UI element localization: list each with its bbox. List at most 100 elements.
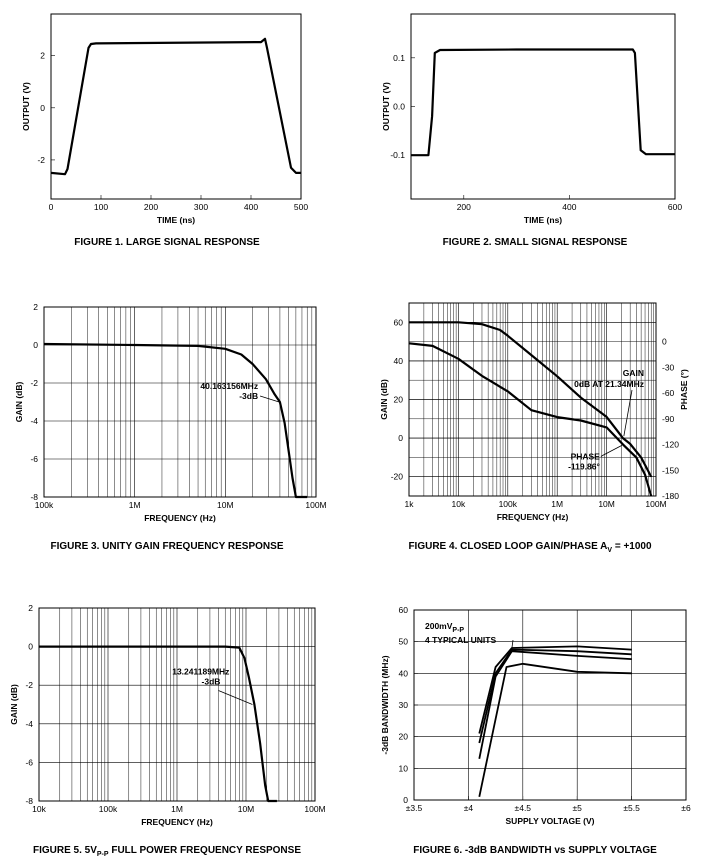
annotation-gain-leader <box>623 389 633 437</box>
figure-caption: FIGURE 2. SMALL SIGNAL RESPONSE <box>443 237 628 248</box>
x-axis-title: SUPPLY VOLTAGE (V) <box>506 816 595 826</box>
fig6-series-unit-3 <box>478 650 632 759</box>
y-axis-title: OUTPUT (V) <box>21 82 31 131</box>
x-tick-label: 600 <box>668 202 682 212</box>
annotation-frequency: 13.241189MHz <box>172 667 229 677</box>
fig6-chart: ±3.5 ±4 ±4.5 ±5 ±5.5 ±6 0 10 20 30 40 50 60 SUPPLY VO… <box>380 605 691 856</box>
x-tick-label: ±5 <box>572 803 582 813</box>
y-right-tick-label: -90 <box>662 414 675 424</box>
y-axis-title: GAIN (dB) <box>379 379 389 420</box>
fig5-series-gain <box>39 645 277 803</box>
y-tick-label: 40 <box>394 356 404 366</box>
legend-signal-level: 200mVP-P <box>425 621 464 634</box>
y-tick-label: 50 <box>399 637 409 647</box>
x-tick-label: 10M <box>238 804 255 814</box>
x-tick-label: 400 <box>244 202 258 212</box>
fig3-series-gain <box>43 342 308 499</box>
annotation-gain-value: 0dB AT 21.34MHz <box>574 379 644 389</box>
x-tick-label: 0 <box>49 202 54 212</box>
y-tick-label: -0.1 <box>390 150 405 160</box>
annotation-gain-label: GAIN <box>623 368 644 378</box>
y-tick-label: 40 <box>399 668 409 678</box>
x-tick-label: 100k <box>35 500 54 510</box>
x-tick-label: 10k <box>32 804 46 814</box>
figure-caption: FIGURE 5. 5VP-P FULL POWER FREQUENCY RES… <box>33 845 301 858</box>
y-right-tick-label: -180 <box>662 491 679 501</box>
fig4-chart: 1k 10k 100k 1M 10M 100M 60 40 20 0 -20 0 -30 -60 -90 -1… <box>379 302 689 554</box>
x-tick-label: 1M <box>551 499 563 509</box>
y-tick-label: -4 <box>30 416 38 426</box>
y-right-tick-label: -60 <box>662 388 675 398</box>
x-tick-label: ±3.5 <box>406 803 423 813</box>
x-axis-title: FREQUENCY (Hz) <box>141 817 213 827</box>
x-axis-title: FREQUENCY (Hz) <box>144 513 216 523</box>
x-tick-label: 100 <box>94 202 108 212</box>
fig4-frame <box>408 302 657 497</box>
y-tick-label: 2 <box>28 603 33 613</box>
y-tick-label: 0 <box>398 433 403 443</box>
y-tick-label: -2 <box>30 378 38 388</box>
y-tick-label: -6 <box>25 757 33 767</box>
figure-caption: FIGURE 1. LARGE SIGNAL RESPONSE <box>74 237 260 248</box>
y-tick-label: -2 <box>25 680 33 690</box>
fig2-frame <box>410 13 676 200</box>
fig3-frame <box>43 306 317 498</box>
x-tick-label: 400 <box>562 202 576 212</box>
annotation-phase-leader <box>600 445 623 457</box>
y-tick-label: -2 <box>37 155 45 165</box>
x-tick-label: ±4.5 <box>515 803 532 813</box>
annotation-phase-label: PHASE <box>571 451 601 461</box>
y-right-tick-label: 0 <box>662 337 667 347</box>
y-right-tick-label: -120 <box>662 440 679 450</box>
y-tick-label: 20 <box>399 732 409 742</box>
fig5-grid <box>38 607 316 802</box>
x-tick-label: 100M <box>304 804 325 814</box>
x-tick-label: 200 <box>144 202 158 212</box>
y-axis-title: GAIN (dB) <box>14 382 24 423</box>
annotation-level: -3dB <box>239 391 258 401</box>
fig5-chart: 10k 100k 1M 10M 100M 2 0 -2 -4 -6 -8 FREQUENCY (Hz)… <box>9 603 326 858</box>
x-tick-label: 1M <box>129 500 141 510</box>
x-axis-title: FREQUENCY (Hz) <box>497 512 569 522</box>
x-axis-title: TIME (ns) <box>157 215 195 225</box>
x-axis-title: TIME (ns) <box>524 215 562 225</box>
y-tick-label: 2 <box>40 51 45 61</box>
x-tick-label: 500 <box>294 202 308 212</box>
y-tick-label: -20 <box>391 472 404 482</box>
fig1-frame <box>50 13 302 200</box>
y-tick-label: -6 <box>30 454 38 464</box>
y-tick-label: 0 <box>33 340 38 350</box>
x-tick-label: 10M <box>217 500 234 510</box>
fig1-series-output <box>50 37 301 176</box>
y-tick-label: 2 <box>33 302 38 312</box>
fig6-series-unit-2 <box>478 648 632 744</box>
y-tick-label: 0 <box>403 795 408 805</box>
fig4-series-gain-db- <box>409 321 653 478</box>
figure-caption: FIGURE 3. UNITY GAIN FREQUENCY RESPONSE <box>50 541 283 552</box>
y-tick-label: 20 <box>394 395 404 405</box>
y-axis-title: OUTPUT (V) <box>381 82 391 131</box>
x-tick-label: 10k <box>452 499 466 509</box>
legend-leader <box>511 639 514 649</box>
y-axis-title: GAIN (dB) <box>9 684 19 725</box>
y-tick-label: 60 <box>394 317 404 327</box>
fig2-series-output <box>411 48 675 157</box>
y-tick-label: -8 <box>25 796 33 806</box>
x-tick-label: ±4 <box>464 803 474 813</box>
y-tick-label: -4 <box>25 719 33 729</box>
figure-caption: FIGURE 6. -3dB BANDWIDTH vs SUPPLY VOLTA… <box>413 845 657 856</box>
y-right-axis-title: PHASE (°) <box>679 369 689 410</box>
fig6-series-unit-1 <box>478 645 632 734</box>
x-tick-label: 1M <box>171 804 183 814</box>
fig4-series-phase- <box>408 342 653 497</box>
y-right-tick-label: -150 <box>662 465 679 475</box>
x-tick-label: 10M <box>598 499 615 509</box>
legend-units: 4 TYPICAL UNITS <box>425 635 496 645</box>
annotation-frequency: 40.163156MHz <box>200 381 258 391</box>
y-tick-label: 60 <box>399 605 409 615</box>
x-tick-label: 200 <box>457 202 471 212</box>
x-tick-label: ±5.5 <box>623 803 640 813</box>
y-right-tick-label: -30 <box>662 362 675 372</box>
y-tick-label: -8 <box>30 492 38 502</box>
